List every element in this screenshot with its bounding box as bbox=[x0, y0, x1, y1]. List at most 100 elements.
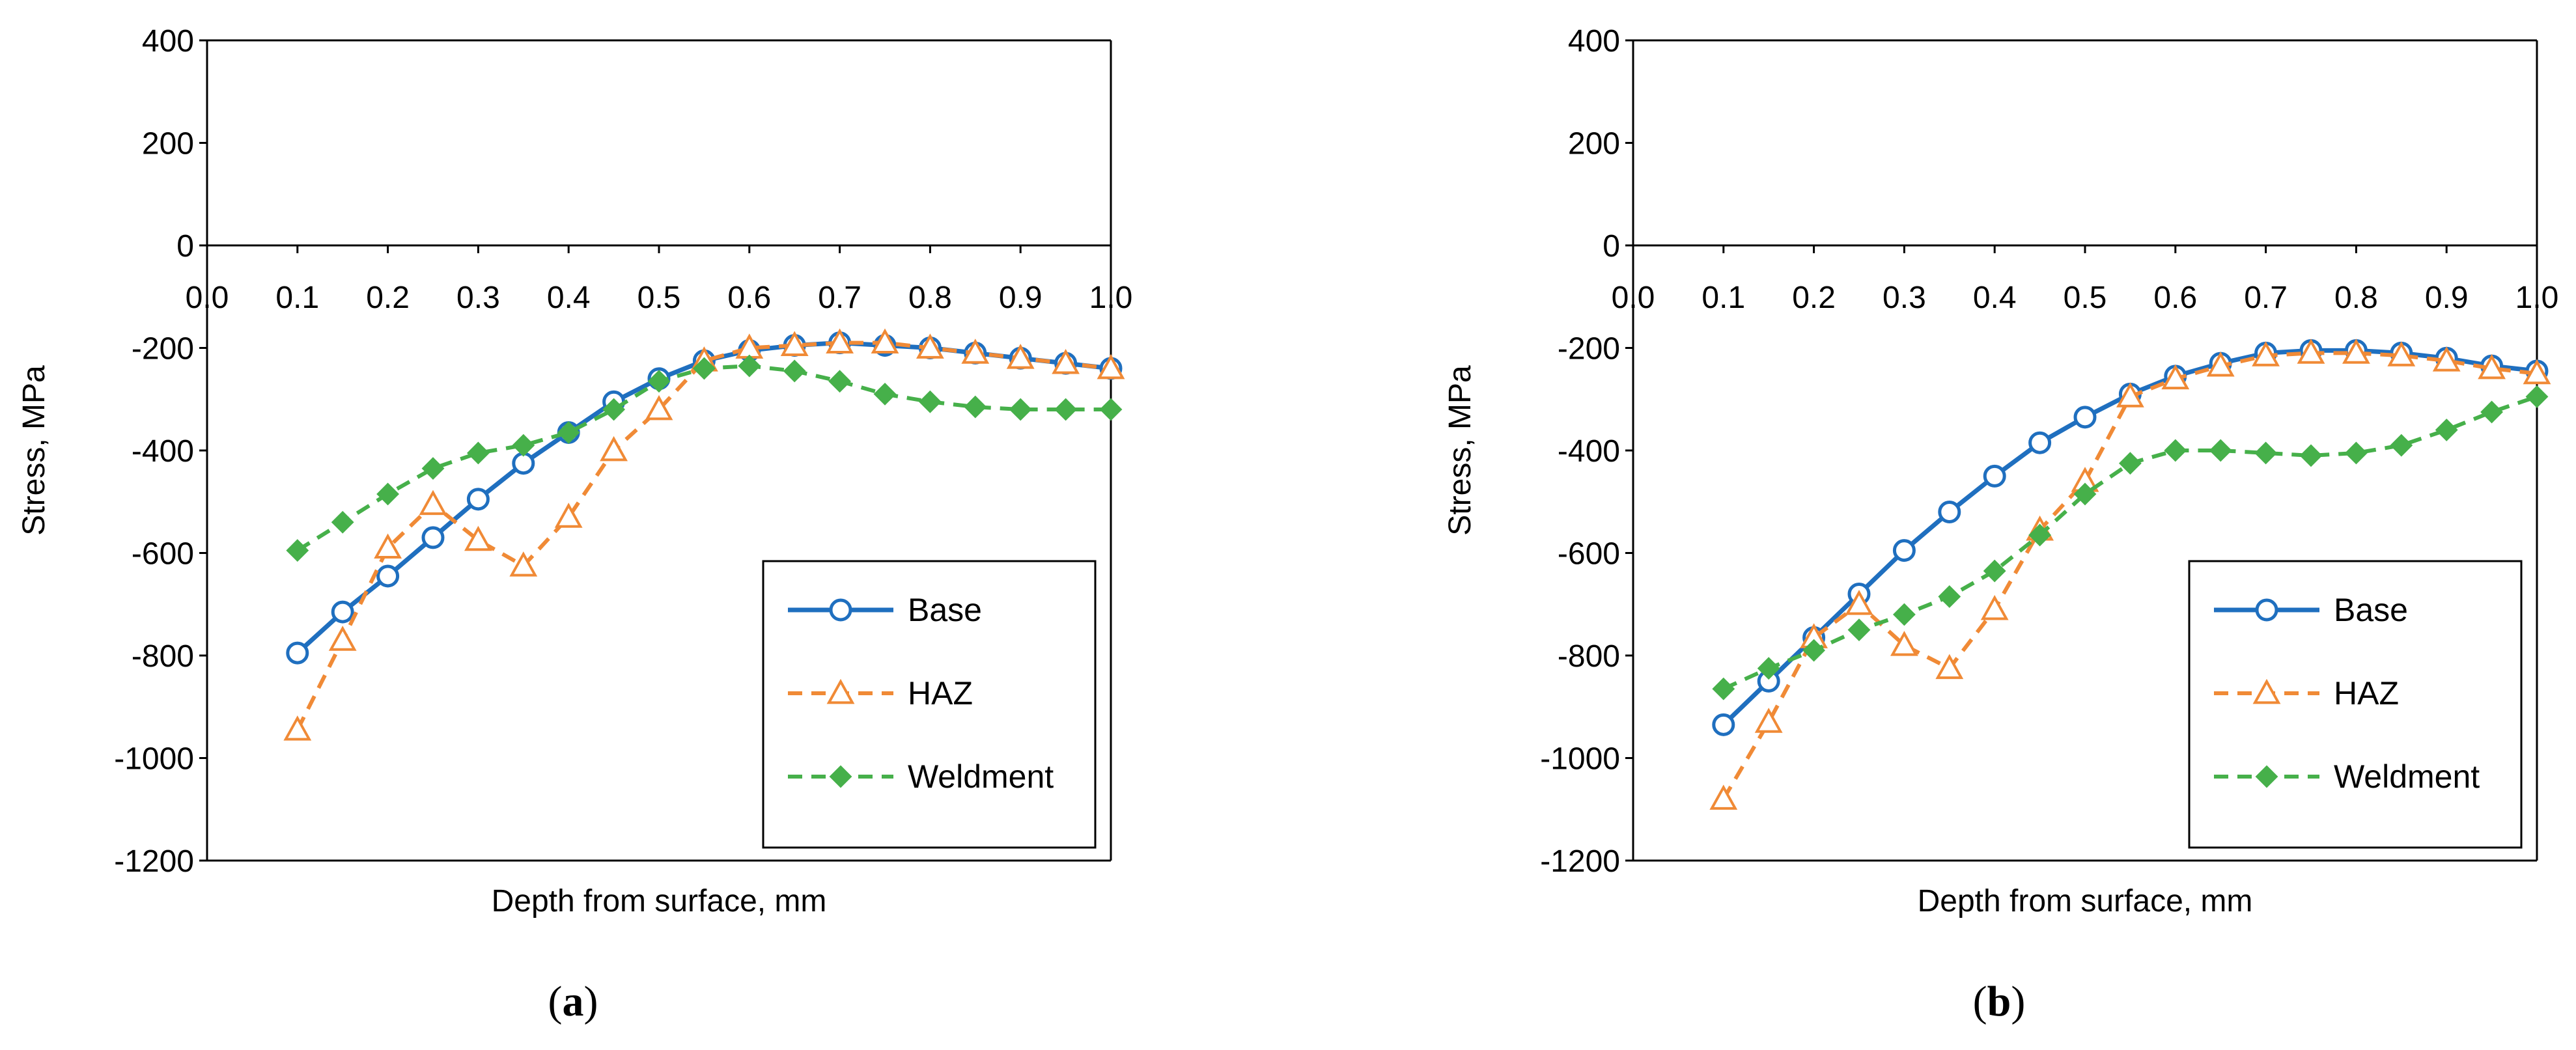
data-point-haz bbox=[1097, 353, 1125, 380]
legend: Base HAZ Weldment bbox=[762, 560, 1097, 849]
data-point-weldment bbox=[1938, 585, 1961, 608]
data-point-haz bbox=[2206, 351, 2235, 377]
legend-marker-base bbox=[2255, 598, 2278, 622]
data-point-weldment bbox=[2390, 434, 2413, 457]
data-point-haz bbox=[2523, 359, 2551, 385]
legend-label-base: Base bbox=[2334, 592, 2408, 628]
data-point-haz bbox=[419, 490, 447, 516]
y-tick-label: 200 bbox=[142, 127, 194, 161]
x-tick-label: 0.7 bbox=[2244, 281, 2288, 315]
data-point-haz bbox=[600, 435, 628, 462]
data-point-base bbox=[2028, 431, 2052, 454]
data-point-base bbox=[1938, 501, 1961, 523]
legend-label-weldment: Weldment bbox=[908, 758, 1054, 795]
legend-label-weldment: Weldment bbox=[2334, 758, 2480, 795]
data-point-weldment bbox=[964, 395, 987, 419]
y-tick-label: -400 bbox=[1558, 434, 1620, 469]
data-point-haz bbox=[961, 338, 990, 364]
x-tick-label: 0.7 bbox=[818, 281, 861, 315]
x-tick-label: 0.2 bbox=[366, 281, 410, 315]
data-point-weldment bbox=[2525, 385, 2549, 408]
data-point-weldment bbox=[918, 390, 942, 413]
x-tick-label: 0.8 bbox=[2334, 281, 2378, 315]
x-tick-label: 0.0 bbox=[1612, 281, 1655, 315]
panel-label: (b) bbox=[1973, 978, 2026, 1025]
x-tick-label: 0.3 bbox=[1883, 281, 1926, 315]
data-point-weldment bbox=[1712, 677, 1735, 700]
x-axis-title: Depth from surface, mm bbox=[1918, 884, 2253, 919]
x-tick-label: 0.5 bbox=[637, 281, 681, 315]
data-point-haz bbox=[1845, 590, 1873, 615]
legend-label-haz: HAZ bbox=[2334, 675, 2399, 712]
legend-marker-weldment bbox=[829, 765, 852, 788]
data-point-weldment bbox=[1892, 603, 1916, 626]
data-point-weldment bbox=[1802, 639, 1826, 662]
data-point-weldment bbox=[1009, 398, 1032, 421]
data-point-haz bbox=[509, 551, 538, 577]
y-tick-label: -1200 bbox=[114, 844, 194, 879]
data-point-weldment bbox=[2299, 444, 2323, 467]
series-line-weldment bbox=[296, 364, 1111, 553]
data-point-weldment bbox=[738, 354, 761, 378]
y-tick-label: -1000 bbox=[114, 742, 194, 777]
x-tick-label: 0.6 bbox=[727, 281, 771, 315]
data-point-haz bbox=[1052, 349, 1080, 374]
x-tick-label: 0.4 bbox=[1973, 281, 2017, 315]
x-tick-label: 0.1 bbox=[1701, 281, 1745, 315]
legend-label-base: Base bbox=[908, 592, 982, 628]
y-tick-label: -200 bbox=[1558, 332, 1620, 366]
y-tick-label: -600 bbox=[1558, 537, 1620, 572]
data-point-haz bbox=[2342, 338, 2370, 364]
data-point-haz bbox=[1709, 784, 1738, 810]
data-point-weldment bbox=[2344, 441, 2368, 465]
data-point-weldment bbox=[2480, 400, 2504, 424]
data-point-weldment bbox=[1847, 618, 1871, 642]
legend-marker-haz bbox=[2252, 678, 2281, 704]
y-tick-label: -200 bbox=[132, 332, 194, 366]
data-point-haz bbox=[554, 503, 583, 528]
data-point-haz bbox=[645, 394, 673, 421]
data-point-haz bbox=[1980, 595, 2009, 620]
data-point-haz bbox=[2432, 346, 2461, 372]
x-tick-label: 0.8 bbox=[908, 281, 952, 315]
data-point-weldment bbox=[692, 357, 716, 380]
x-tick-label: 0.9 bbox=[2425, 281, 2469, 315]
chart-panel-a: 400 200 0 -200 -400 -600 -800 -1000 -1200 0.0 0.1 0… bbox=[17, 24, 1132, 1025]
x-tick-label: 0.4 bbox=[547, 281, 591, 315]
x-axis-title: Depth from surface, mm bbox=[492, 884, 827, 919]
y-axis-title: Stress, MPa bbox=[17, 365, 51, 536]
y-tick-label: 400 bbox=[142, 24, 194, 59]
data-point-haz bbox=[2252, 341, 2280, 366]
data-point-weldment bbox=[2028, 523, 2052, 547]
data-point-weldment bbox=[557, 421, 580, 444]
chart-panel-b: 400 200 0 -200 -400 -600 -800 -1000 -1200 0.0 0.1 0… bbox=[1443, 24, 2558, 1025]
data-point-weldment bbox=[421, 457, 445, 480]
legend-marker-base bbox=[829, 598, 852, 622]
legend-marker-weldment bbox=[2255, 765, 2278, 788]
y-tick-label: 200 bbox=[1568, 127, 1620, 161]
data-point-haz bbox=[328, 626, 357, 651]
data-point-weldment bbox=[2164, 439, 2187, 462]
x-tick-label: 0.9 bbox=[999, 281, 1043, 315]
legend: Base HAZ Weldment bbox=[2188, 560, 2523, 849]
y-tick-label: 0 bbox=[176, 229, 194, 264]
data-point-haz bbox=[464, 525, 492, 551]
y-axis-title: Stress, MPa bbox=[1443, 365, 1477, 536]
data-point-haz bbox=[871, 328, 899, 354]
x-tick-label: 0.5 bbox=[2064, 281, 2107, 315]
data-point-haz bbox=[1006, 344, 1035, 369]
data-point-weldment bbox=[1054, 398, 1078, 421]
data-point-weldment bbox=[512, 434, 535, 457]
data-point-haz bbox=[374, 533, 402, 559]
data-point-haz bbox=[2387, 341, 2416, 366]
data-point-weldment bbox=[466, 441, 490, 465]
data-point-weldment bbox=[2118, 452, 2142, 475]
data-point-haz bbox=[826, 328, 854, 354]
y-tick-label: -400 bbox=[132, 434, 194, 469]
x-tick-label: 1.0 bbox=[1089, 281, 1133, 315]
data-point-weldment bbox=[286, 539, 309, 562]
panel-label: (a) bbox=[548, 978, 598, 1025]
y-tick-label: -1200 bbox=[1540, 844, 1620, 879]
y-tick-label: -800 bbox=[1558, 639, 1620, 674]
